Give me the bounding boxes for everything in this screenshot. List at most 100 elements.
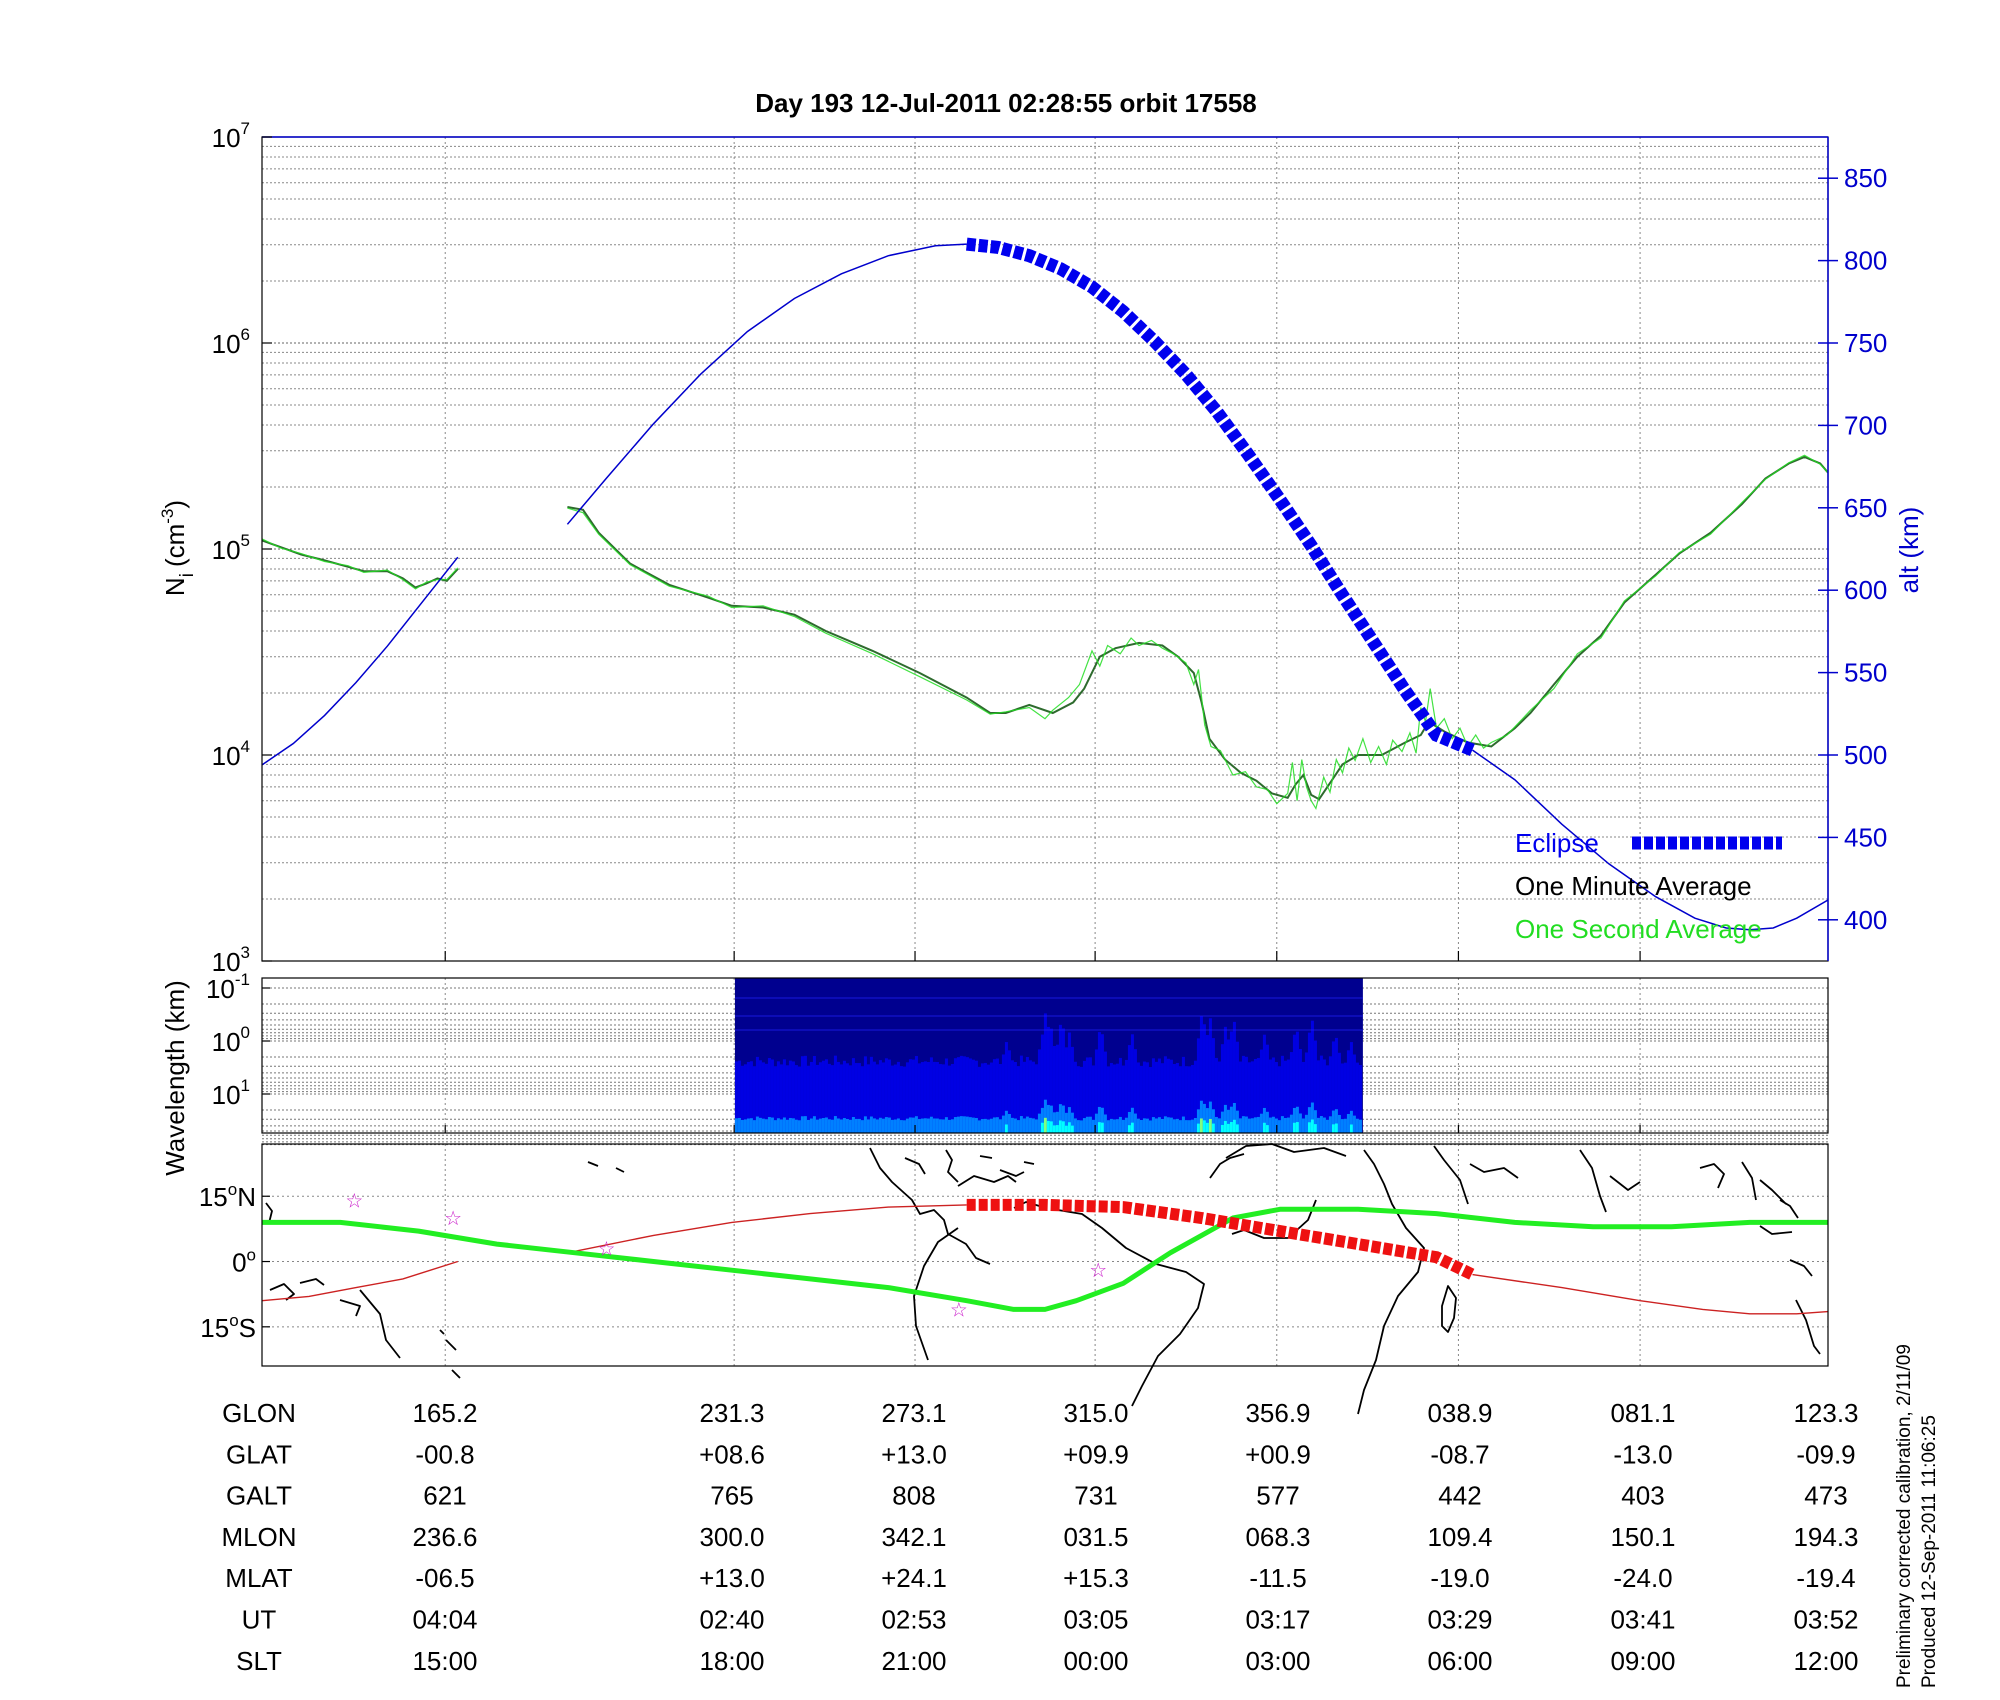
spectrogram-column bbox=[1337, 1052, 1341, 1133]
spectrogram-column bbox=[869, 1056, 873, 1133]
spectrogram-column bbox=[983, 1062, 987, 1133]
ephemeris-table: GLON 165.2 231.3 273.1 315.0 356.9 038.9 081.1 1… bbox=[221, 1398, 1858, 1676]
spectrogram-column-mid bbox=[947, 1119, 951, 1133]
spectrogram-column-mid bbox=[1118, 1116, 1122, 1133]
spectrogram-column-mid bbox=[821, 1118, 825, 1133]
spectrogram-column-mid bbox=[770, 1117, 774, 1133]
spectrogram-column-hot bbox=[1061, 1121, 1065, 1133]
spectrogram-column bbox=[1130, 1034, 1134, 1133]
spectrogram-column-mid bbox=[749, 1118, 753, 1133]
ephemeris-cell: 21:00 bbox=[881, 1646, 946, 1676]
spectrogram-column-mid bbox=[1076, 1120, 1080, 1133]
spectrogram-column bbox=[818, 1062, 822, 1133]
spectrogram-column-mid bbox=[1187, 1120, 1191, 1133]
coast-pacific-islands bbox=[265, 1161, 625, 1379]
density-series bbox=[262, 237, 1828, 931]
spectrogram-column-mid bbox=[1292, 1107, 1296, 1133]
spectrogram-column-mid bbox=[1103, 1114, 1107, 1133]
map-frame bbox=[261, 1143, 1829, 1367]
spectrogram-column bbox=[1139, 1065, 1143, 1133]
spectrogram-column bbox=[1277, 1066, 1281, 1133]
spectrogram-column bbox=[1343, 1062, 1347, 1133]
ephemeris-cell: 621 bbox=[423, 1481, 466, 1511]
spectrogram-column bbox=[761, 1062, 765, 1133]
ephemeris-cell: 02:53 bbox=[881, 1605, 946, 1635]
spectrogram-column-mid bbox=[1148, 1120, 1152, 1133]
spectrogram-column-hot bbox=[1202, 1120, 1206, 1133]
spectrogram-column-mid bbox=[986, 1119, 990, 1133]
spectrogram-column bbox=[1010, 1060, 1014, 1133]
spectrogram-column bbox=[773, 1066, 777, 1133]
spectrogram-column-mid bbox=[1073, 1118, 1077, 1133]
one-second-average-line bbox=[567, 454, 1828, 811]
spectrogram-column-mid bbox=[1031, 1118, 1035, 1133]
spectrogram-column bbox=[785, 1065, 789, 1133]
spectrogram-column bbox=[1184, 1066, 1188, 1133]
legend-eclipse-label: Eclipse bbox=[1515, 828, 1599, 858]
spectrogram-column-mid bbox=[1334, 1109, 1338, 1133]
spectrogram-column-mid bbox=[893, 1119, 897, 1133]
ephemeris-cell: 06:00 bbox=[1427, 1646, 1492, 1676]
spectrogram-column bbox=[1331, 1041, 1335, 1133]
ephemeris-cell: -13.0 bbox=[1613, 1439, 1672, 1469]
spectrogram-column-mid bbox=[1262, 1107, 1266, 1133]
ephemeris-cell: 403 bbox=[1621, 1481, 1664, 1511]
spectrogram-column bbox=[1109, 1062, 1113, 1133]
spectrogram-column-mid bbox=[1019, 1116, 1023, 1133]
altitude-tick-label: 400 bbox=[1844, 905, 1887, 935]
spectrogram-column bbox=[1103, 1051, 1107, 1133]
density-y-tick-exp: 5 bbox=[241, 531, 250, 550]
spectrogram-column bbox=[743, 1064, 747, 1133]
spectrogram-y-tick-exp: 0 bbox=[241, 1023, 250, 1042]
spectrogram-column bbox=[989, 1062, 993, 1133]
spectrogram-column-mid bbox=[1190, 1119, 1194, 1133]
spectrogram-column-mid bbox=[788, 1117, 792, 1133]
spectrogram-column-hot bbox=[1070, 1125, 1074, 1133]
spectrogram-column bbox=[1073, 1061, 1077, 1133]
spectrogram-column-hot bbox=[1046, 1120, 1050, 1133]
spectrogram-column-mid bbox=[815, 1119, 819, 1133]
spectrogram-column-hot bbox=[1196, 1123, 1200, 1133]
spectrogram-column bbox=[830, 1065, 834, 1133]
spectrogram-column bbox=[1250, 1061, 1254, 1133]
spectrogram-column-mid bbox=[899, 1120, 903, 1133]
map-y-tick-label: 0o bbox=[232, 1246, 256, 1278]
spectrogram-column-mid bbox=[1238, 1118, 1242, 1133]
spectrogram-column bbox=[1172, 1064, 1176, 1133]
spectrogram-column bbox=[1196, 1038, 1200, 1133]
spectrogram-column-mid bbox=[1331, 1110, 1335, 1133]
spectrogram-column-mid bbox=[1199, 1100, 1203, 1133]
spectrogram-column-mid bbox=[926, 1118, 930, 1133]
ephemeris-cell: 068.3 bbox=[1245, 1522, 1310, 1552]
ephemeris-cell: 03:17 bbox=[1245, 1605, 1310, 1635]
density-y-tick-label: 104 bbox=[212, 737, 250, 771]
spectrogram-column-mid bbox=[1298, 1113, 1302, 1133]
spectrogram-column bbox=[1292, 1034, 1296, 1133]
spectrogram-column bbox=[1031, 1061, 1035, 1133]
spectrogram-column bbox=[1136, 1062, 1140, 1133]
spectrogram-column-mid bbox=[881, 1118, 885, 1133]
spectrogram-column bbox=[1322, 1059, 1326, 1133]
ephemeris-cell: 473 bbox=[1804, 1481, 1847, 1511]
ephemeris-cell: 731 bbox=[1074, 1481, 1117, 1511]
spectrogram-column-mid bbox=[1088, 1116, 1092, 1133]
spectrogram-column bbox=[1223, 1026, 1227, 1133]
spectrogram-column bbox=[959, 1055, 963, 1133]
ephemeris-cell: -06.5 bbox=[415, 1563, 474, 1593]
legend: Eclipse One Minute Average One Second Av… bbox=[1515, 828, 1782, 944]
ephemeris-cell: 038.9 bbox=[1427, 1398, 1492, 1428]
spectrogram-column-mid bbox=[791, 1118, 795, 1133]
spectrogram-column bbox=[872, 1061, 876, 1133]
spectrogram-column bbox=[1307, 1032, 1311, 1133]
map-y-tick-hemisphere: S bbox=[239, 1313, 256, 1343]
spectrogram-column-mid bbox=[1010, 1117, 1014, 1133]
spectrogram-column-mid bbox=[848, 1119, 852, 1133]
spectrogram-column bbox=[893, 1064, 897, 1133]
spectrogram-column-mid bbox=[857, 1118, 861, 1133]
legend-one-minute-label: One Minute Average bbox=[1515, 871, 1752, 901]
spectrogram-column-hot bbox=[1262, 1122, 1266, 1133]
spectrogram-column-mid bbox=[1355, 1118, 1359, 1133]
map-y-tick-degree: o bbox=[247, 1246, 256, 1265]
spectrogram-column-mid bbox=[1271, 1116, 1275, 1133]
